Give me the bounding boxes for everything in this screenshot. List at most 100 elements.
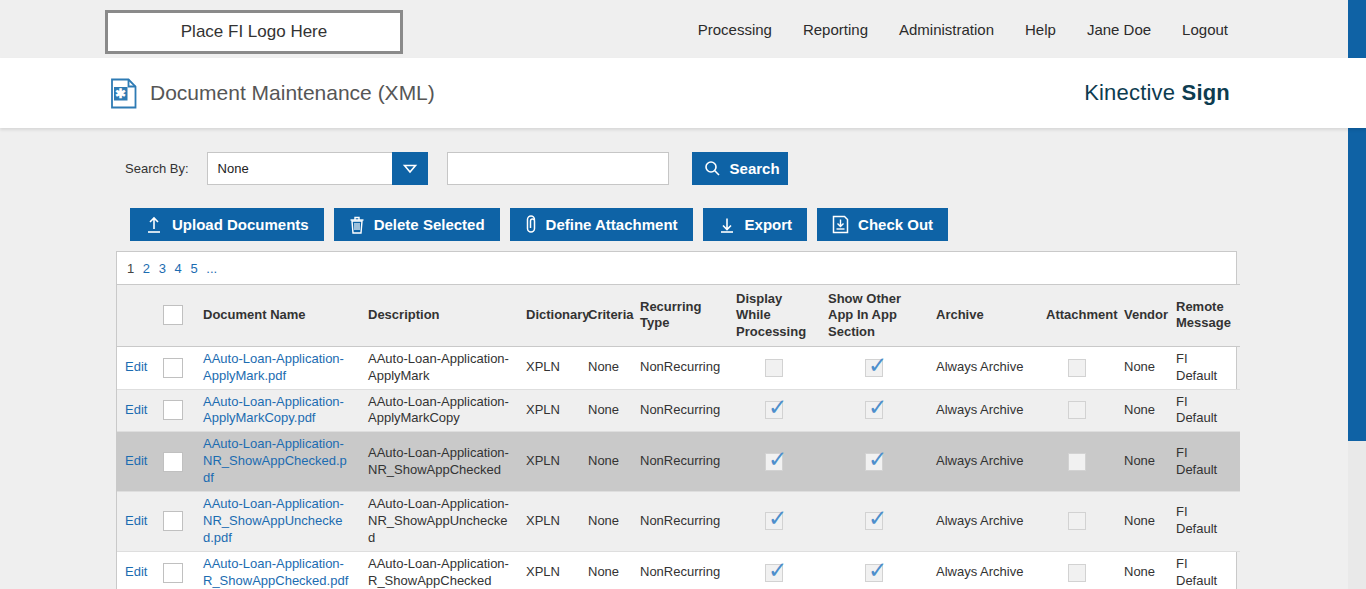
row-select-checkbox[interactable] — [163, 452, 183, 472]
document-name-link[interactable]: AAuto-Loan-Application-NR_ShowAppUncheck… — [203, 496, 344, 545]
documents-table: Document Name Description Dictionary Cri… — [117, 284, 1240, 589]
vendor-cell: None — [1116, 389, 1168, 432]
delete-selected-button[interactable]: Delete Selected — [334, 208, 500, 241]
display-while-processing-checkbox[interactable] — [765, 401, 783, 419]
page-link-4[interactable]: 4 — [175, 261, 182, 276]
vendor-cell: None — [1116, 432, 1168, 492]
checkout-document-icon — [832, 215, 849, 234]
table-row: Edit AAuto-Loan-Application-NR_ShowAppCh… — [117, 432, 1240, 492]
table-row: Edit AAuto-Loan-Application-ApplyMark.pd… — [117, 346, 1240, 389]
col-edit — [117, 285, 155, 347]
col-dictionary: Dictionary — [518, 285, 580, 347]
vendor-cell: None — [1116, 346, 1168, 389]
attachment-checkbox[interactable] — [1068, 564, 1086, 582]
col-criteria: Criteria — [580, 285, 632, 347]
define-attachment-button[interactable]: Define Attachment — [510, 208, 693, 241]
brand-logo: Kinective Sign — [1084, 80, 1230, 106]
nav-item-logout[interactable]: Logout — [1182, 21, 1228, 38]
attachment-checkbox[interactable] — [1068, 401, 1086, 419]
nav-item-user[interactable]: Jane Doe — [1087, 21, 1151, 38]
show-other-app-checkbox[interactable] — [865, 401, 883, 419]
documents-panel: 1 2 3 4 5 ... Document Name Description … — [116, 251, 1237, 589]
row-select-checkbox[interactable] — [163, 563, 183, 583]
col-select — [155, 285, 195, 347]
search-by-dropdown-value: None — [208, 161, 392, 176]
edit-link[interactable]: Edit — [125, 513, 147, 528]
recurring-type-cell: NonRecurring — [632, 346, 728, 389]
document-name-link[interactable]: AAuto-Loan-Application-ApplyMarkCopy.pdf — [203, 394, 344, 426]
display-while-processing-checkbox[interactable] — [765, 512, 783, 530]
row-select-checkbox[interactable] — [163, 358, 183, 378]
remote-message-cell: FI Default — [1168, 432, 1240, 492]
edit-link[interactable]: Edit — [125, 453, 147, 468]
criteria-cell: None — [580, 389, 632, 432]
description-cell: AAuto-Loan-Application-NR_ShowAppUncheck… — [368, 496, 509, 545]
page-link-1[interactable]: 1 — [127, 261, 134, 276]
table-header-row: Document Name Description Dictionary Cri… — [117, 285, 1240, 347]
show-other-app-checkbox[interactable] — [865, 359, 883, 377]
archive-cell: Always Archive — [928, 346, 1038, 389]
search-row: Search By: None Search — [125, 152, 1366, 185]
top-nav: Processing Reporting Administration Help… — [698, 0, 1228, 58]
dictionary-cell: XPLN — [518, 551, 580, 589]
show-other-app-checkbox[interactable] — [865, 453, 883, 471]
col-vendor: Vendor — [1116, 285, 1168, 347]
top-bar: Place FI Logo Here Processing Reporting … — [0, 0, 1366, 58]
search-button[interactable]: Search — [692, 152, 788, 185]
dictionary-cell: XPLN — [518, 491, 580, 551]
description-cell: AAuto-Loan-Application-ApplyMarkCopy — [368, 394, 509, 426]
chevron-down-icon[interactable] — [392, 152, 428, 185]
edit-link[interactable]: Edit — [125, 402, 147, 417]
attachment-checkbox[interactable] — [1068, 512, 1086, 530]
col-attachment: Attachment — [1038, 285, 1116, 347]
document-name-link[interactable]: AAuto-Loan-Application-R_ShowAppChecked.… — [203, 556, 348, 588]
search-by-dropdown[interactable]: None — [207, 152, 428, 185]
display-while-processing-checkbox[interactable] — [765, 453, 783, 471]
row-select-checkbox[interactable] — [163, 511, 183, 531]
col-display-while-processing: Display While Processing — [728, 285, 820, 347]
page-link-3[interactable]: 3 — [159, 261, 166, 276]
attachment-checkbox[interactable] — [1068, 359, 1086, 377]
criteria-cell: None — [580, 551, 632, 589]
attachment-checkbox[interactable] — [1068, 453, 1086, 471]
upload-documents-button[interactable]: Upload Documents — [130, 208, 324, 241]
toolbar: Upload Documents Delete Selected Define … — [130, 208, 1366, 241]
archive-cell: Always Archive — [928, 432, 1038, 492]
check-out-button[interactable]: Check Out — [817, 208, 948, 241]
description-cell: AAuto-Loan-Application-R_ShowAppChecked — [368, 556, 509, 588]
criteria-cell: None — [580, 346, 632, 389]
xml-document-icon: ✱ — [110, 78, 137, 109]
recurring-type-cell: NonRecurring — [632, 432, 728, 492]
document-name-link[interactable]: AAuto-Loan-Application-NR_ShowAppChecked… — [203, 436, 347, 485]
page-link-2[interactable]: 2 — [143, 261, 150, 276]
page-link-more[interactable]: ... — [206, 261, 217, 276]
recurring-type-cell: NonRecurring — [632, 551, 728, 589]
nav-item-processing[interactable]: Processing — [698, 21, 772, 38]
remote-message-cell: FI Default — [1168, 389, 1240, 432]
export-button[interactable]: Export — [703, 208, 808, 241]
show-other-app-checkbox[interactable] — [865, 564, 883, 582]
recurring-type-cell: NonRecurring — [632, 491, 728, 551]
select-all-checkbox[interactable] — [163, 305, 183, 325]
title-band: ✱ Document Maintenance (XML) Kinective S… — [0, 58, 1366, 128]
edit-link[interactable]: Edit — [125, 564, 147, 579]
row-select-checkbox[interactable] — [163, 400, 183, 420]
page-link-5[interactable]: 5 — [190, 261, 197, 276]
nav-item-reporting[interactable]: Reporting — [803, 21, 868, 38]
edit-link[interactable]: Edit — [125, 359, 147, 374]
col-document-name: Document Name — [195, 285, 360, 347]
col-show-other-app: Show Other App In App Section — [820, 285, 928, 347]
document-name-link[interactable]: AAuto-Loan-Application-ApplyMark.pdf — [203, 351, 344, 383]
display-while-processing-checkbox[interactable] — [765, 564, 783, 582]
vendor-cell: None — [1116, 491, 1168, 551]
dictionary-cell: XPLN — [518, 389, 580, 432]
show-other-app-checkbox[interactable] — [865, 512, 883, 530]
nav-item-help[interactable]: Help — [1025, 21, 1056, 38]
col-remote-message: Remote Message — [1168, 285, 1240, 347]
remote-message-cell: FI Default — [1168, 346, 1240, 389]
search-input[interactable] — [447, 152, 669, 185]
fi-logo-text: Place FI Logo Here — [181, 22, 327, 42]
remote-message-cell: FI Default — [1168, 551, 1240, 589]
nav-item-administration[interactable]: Administration — [899, 21, 994, 38]
display-while-processing-checkbox[interactable] — [765, 359, 783, 377]
